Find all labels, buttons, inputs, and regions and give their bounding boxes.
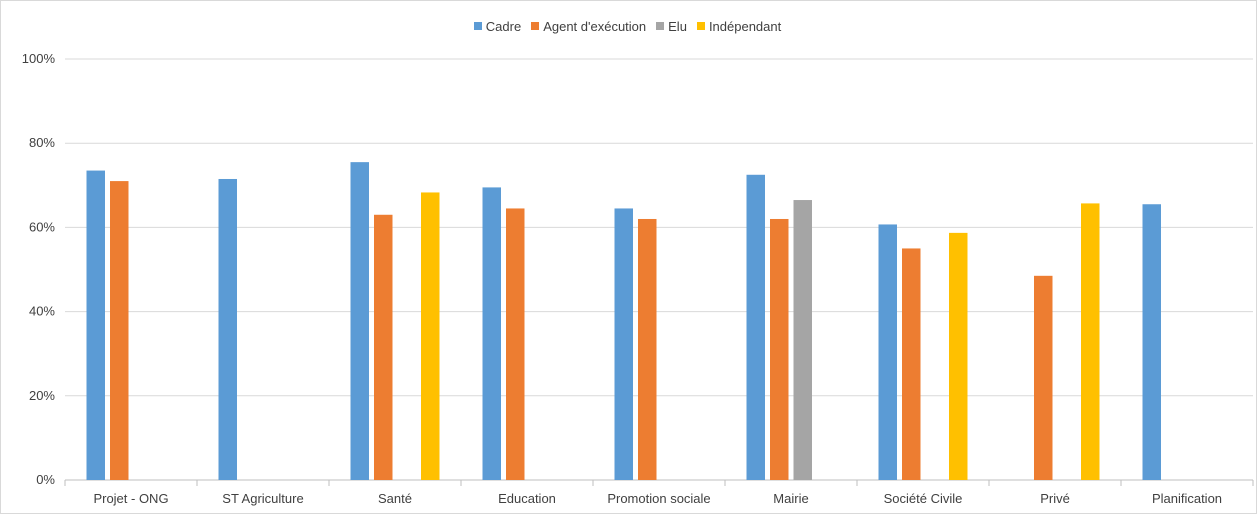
- y-tick-label: 0%: [36, 472, 55, 487]
- y-tick-label: 40%: [29, 304, 55, 319]
- legend-swatch: [656, 22, 665, 30]
- x-tick-label: Promotion sociale: [607, 491, 710, 506]
- bar: [110, 181, 129, 480]
- y-tick-label: 20%: [29, 388, 55, 403]
- x-tick-label: Santé: [378, 491, 412, 506]
- bar: [614, 208, 633, 480]
- legend-label: Agent d'exécution: [543, 18, 647, 34]
- x-tick-label: Education: [498, 491, 556, 506]
- bar: [746, 174, 765, 480]
- bar: [638, 218, 657, 481]
- legend-item: Indépendant: [696, 18, 782, 34]
- bar: [1034, 275, 1053, 480]
- bar: [793, 200, 812, 480]
- bar: [218, 178, 237, 481]
- legend-label: Cadre: [485, 18, 522, 34]
- legend: Cadre Agent d'exécution Elu Indépendant: [0, 18, 1255, 34]
- x-tick-label: Planification: [1152, 491, 1222, 506]
- bar: [374, 214, 393, 480]
- legend-swatch: [696, 22, 705, 30]
- x-tick-label: Projet - ONG: [93, 491, 168, 506]
- bar: [1142, 204, 1161, 480]
- bar: [949, 232, 968, 480]
- legend-swatch: [473, 22, 482, 30]
- bar: [902, 248, 921, 480]
- y-tick-label: 60%: [29, 219, 55, 234]
- y-tick-label: 80%: [29, 135, 55, 150]
- bar: [86, 170, 105, 480]
- bar: [878, 224, 897, 480]
- legend-item: Elu: [656, 19, 687, 34]
- legend-item: Agent d'exécution: [531, 19, 646, 34]
- x-tick-label: ST Agriculture: [222, 491, 303, 506]
- legend-swatch: [531, 22, 540, 30]
- bar: [421, 192, 440, 480]
- x-tick-label: Société Civile: [884, 491, 963, 506]
- bar: [770, 218, 789, 481]
- bar: [506, 208, 525, 480]
- legend-label: Elu: [668, 18, 687, 34]
- y-tick-label: 100%: [22, 51, 56, 66]
- legend-item: Cadre: [473, 18, 522, 34]
- x-tick-label: Privé: [1040, 491, 1070, 506]
- x-tick-label: Mairie: [773, 491, 808, 506]
- bar: [1081, 203, 1100, 480]
- bar: [350, 162, 369, 480]
- legend-label: Indépendant: [708, 18, 782, 34]
- bar: [482, 187, 501, 480]
